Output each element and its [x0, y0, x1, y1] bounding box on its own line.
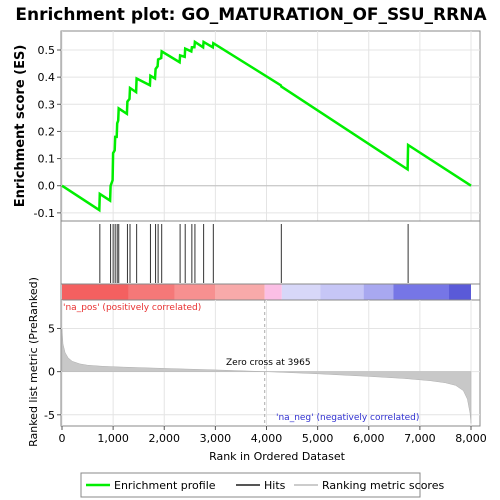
legend-label-enrichment: Enrichment profile [114, 479, 216, 492]
rank-color-segment [320, 284, 364, 300]
es-panel-frame [60, 30, 481, 222]
x-tick-label: 5,000 [302, 432, 334, 445]
metric-tick-label: -5 [44, 409, 55, 422]
es-tick-label: 0.0 [38, 180, 56, 193]
x-tick-label: 2,000 [149, 432, 181, 445]
zero-cross-label: Zero cross at 3965 [226, 358, 311, 368]
rank-color-segment [281, 284, 321, 300]
rank-color-segment [215, 284, 265, 300]
metric-y-axis-label: Ranked list metric (PreRanked) [27, 277, 40, 447]
x-tick-label: 4,000 [251, 432, 283, 445]
x-axis-label: Rank in Ordered Dataset [209, 450, 346, 463]
enrichment-profile-line [61, 39, 472, 213]
metric-panel: -5 0 5 'na_pos' (positively correlated) 'n… [44, 299, 481, 427]
rank-color-bar [60, 283, 481, 301]
metric-y-ticks: -5 0 5 [44, 322, 61, 422]
es-tick-label: 0.4 [38, 71, 56, 84]
ranking-metric-area [61, 328, 472, 424]
hit-markers [99, 224, 409, 283]
metric-panel-frame [60, 299, 481, 427]
x-tick-label: 0 [59, 432, 66, 445]
x-tick-label: 3,000 [200, 432, 232, 445]
rank-color-segment [62, 284, 129, 300]
x-tick-label: 1,000 [97, 432, 129, 445]
rank-color-segment [264, 284, 282, 300]
metric-tick-label: 0 [48, 366, 55, 379]
rank-color-segment [363, 284, 394, 300]
rank-color-segment [449, 284, 471, 300]
es-y-axis-label: Enrichment score (ES) [13, 45, 28, 208]
neg-correlated-label: 'na_neg' (negatively correlated) [276, 413, 419, 423]
metric-tick-label: 5 [48, 322, 55, 335]
x-tick-label: 7,000 [404, 432, 436, 445]
chart-title: Enrichment plot: GO_MATURATION_OF_SSU_RR… [15, 5, 487, 25]
legend-label-hits: Hits [264, 479, 286, 492]
rank-color-segment [393, 284, 450, 300]
rank-color-segment [174, 284, 216, 300]
legend-label-metric: Ranking metric scores [322, 479, 444, 492]
es-y-ticks: -0.1 0.0 0.1 0.2 0.3 0.4 0.5 [34, 44, 61, 220]
x-tick-label: 6,000 [353, 432, 385, 445]
es-tick-label: 0.3 [38, 98, 56, 111]
es-tick-label: 0.1 [38, 153, 56, 166]
es-tick-label: 0.5 [38, 44, 56, 57]
x-ticks: 0 1,000 2,000 3,000 4,000 5,000 6,000 7,000 8,00… [59, 426, 487, 445]
es-tick-label: 0.2 [38, 125, 56, 138]
es-panel: -0.1 0.0 0.1 0.2 0.3 0.4 0.5 [34, 30, 481, 222]
pos-correlated-label: 'na_pos' (positively correlated) [63, 303, 201, 313]
hits-panel [60, 220, 481, 285]
hits-panel-frame [60, 220, 481, 285]
rank-color-segment [128, 284, 175, 300]
es-tick-label: -0.1 [34, 207, 55, 220]
legend: Enrichment profile Hits Ranking metric s… [80, 472, 444, 498]
x-tick-label: 8,000 [455, 432, 487, 445]
